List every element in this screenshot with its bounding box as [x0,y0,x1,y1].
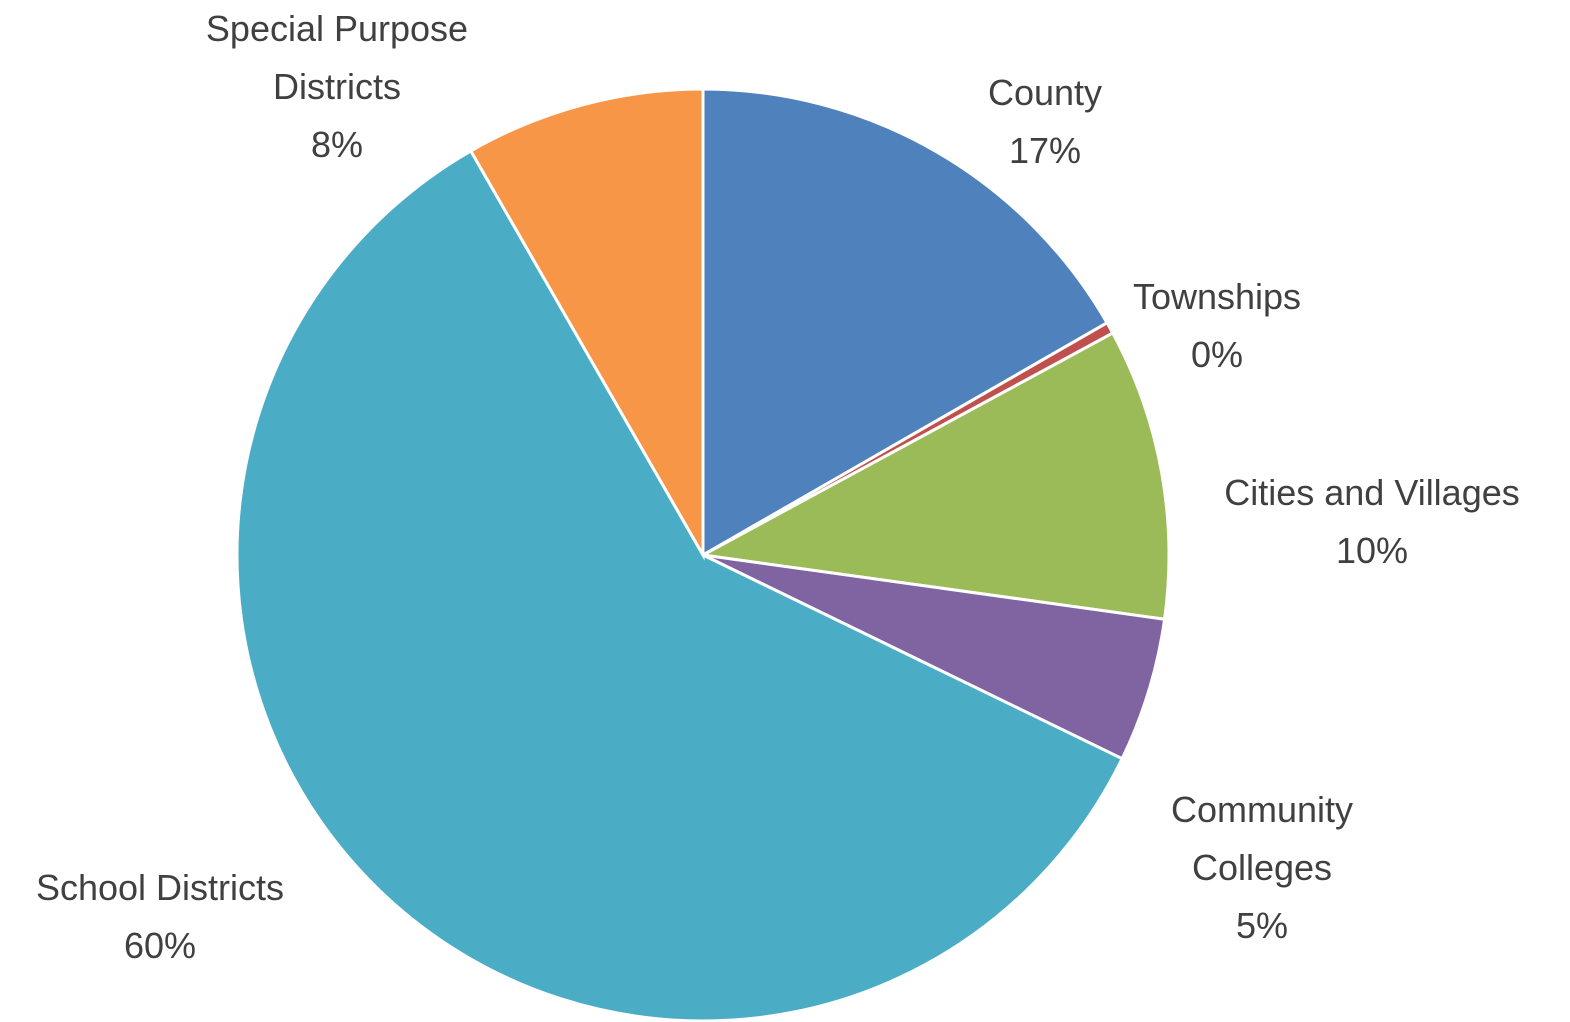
pie-slice [701,87,1110,558]
slice-label: Townships 0% [1097,268,1337,384]
category-label: County [987,72,1103,113]
category-label: Special Purpose Districts [205,8,469,107]
pie-slice [698,331,1171,621]
value-label: 0% [1190,334,1244,375]
slice-label: Community Colleges 5% [1142,781,1382,955]
slice-label: School Districts 60% [0,859,330,975]
pie-slice [235,148,1125,1022]
value-label: 60% [123,925,197,966]
category-label: School Districts [35,867,285,908]
value-label: 8% [310,124,364,165]
pie-slice [468,87,705,561]
category-label: Community Colleges [1170,789,1354,888]
slice-label: Special Purpose Districts 8% [172,0,502,174]
pie-slice [702,553,1167,761]
value-label: 10% [1335,530,1409,571]
slice-label: Cities and Villages 10% [1224,464,1520,580]
value-label: 5% [1235,905,1289,946]
value-label: 17% [1008,130,1082,171]
category-label: Cities and Villages [1224,472,1520,513]
category-label: Townships [1132,276,1302,317]
slice-label: County 17% [925,64,1165,180]
